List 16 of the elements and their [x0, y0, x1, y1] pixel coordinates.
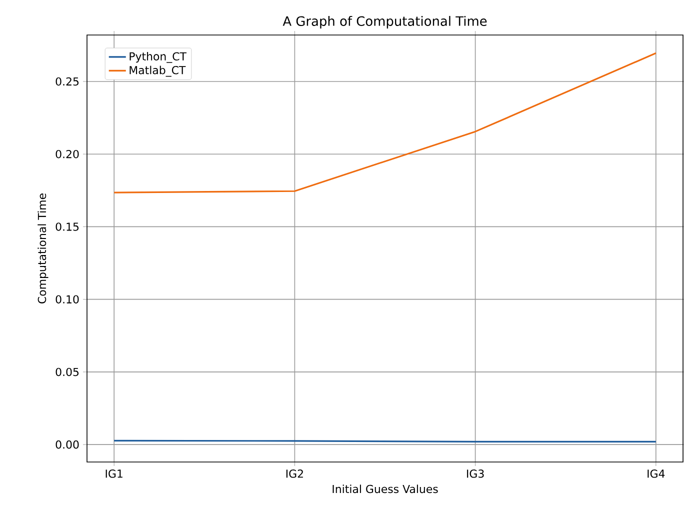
y-tick-label: 0.10 — [56, 295, 79, 304]
y-tick-label: 0.05 — [56, 368, 79, 376]
x-axis-title: Initial Guess Values — [332, 484, 438, 494]
legend-label: Matlab_CT — [130, 66, 186, 77]
legend-label: Python_CT — [130, 52, 187, 63]
chart-title: A Graph of Computational Time — [282, 16, 487, 28]
x-tick-label: IG4 — [648, 470, 665, 478]
x-tick-label: IG2 — [286, 470, 303, 478]
y-tick-label: 0.15 — [56, 222, 79, 231]
y-tick-label: 0.20 — [56, 150, 79, 158]
y-tick-label: 0.00 — [56, 440, 79, 449]
line-series — [113, 52, 657, 194]
x-tick-label: IG1 — [106, 470, 122, 478]
y-tick-label: 0.25 — [56, 77, 79, 86]
y-axis-title: Computational Time — [38, 194, 48, 304]
x-tick-label: IG3 — [467, 470, 484, 478]
